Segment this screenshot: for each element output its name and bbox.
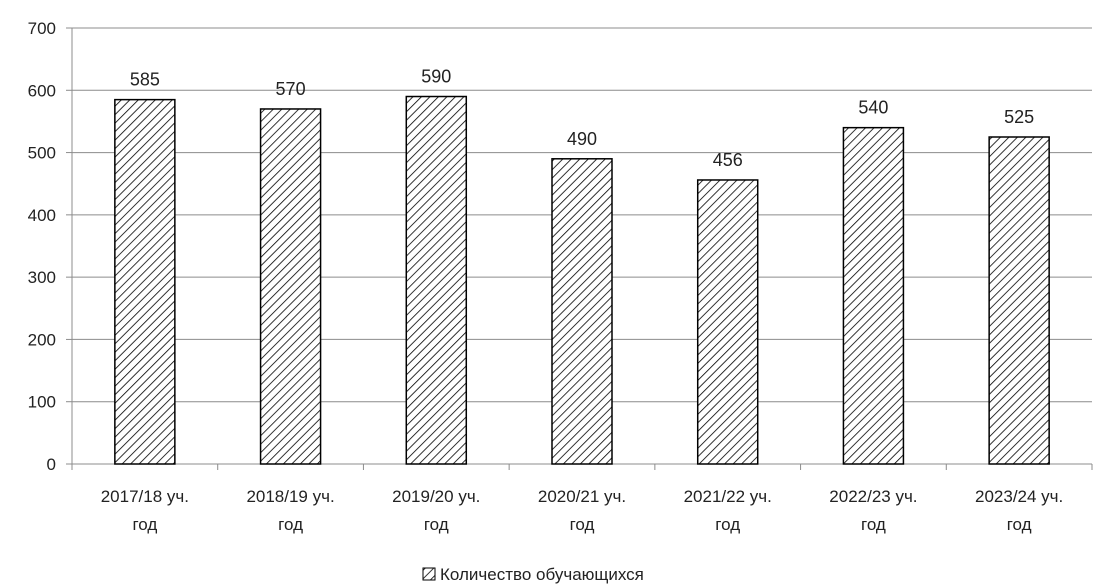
data-label: 456 xyxy=(713,150,743,170)
bar xyxy=(988,136,1050,465)
y-tick-label: 100 xyxy=(28,393,56,412)
x-tick-label-line: 2021/22 уч. xyxy=(684,487,772,506)
x-tick-label-line: год xyxy=(861,515,886,534)
x-tick-label-line: год xyxy=(715,515,740,534)
data-label: 585 xyxy=(130,70,160,90)
legend-label: Количество обучающихся xyxy=(440,565,644,584)
bar xyxy=(696,179,759,465)
x-tick-label-line: год xyxy=(132,515,157,534)
y-tick-label: 700 xyxy=(28,19,56,38)
x-tick-label-line: год xyxy=(1007,515,1032,534)
bar xyxy=(114,98,176,465)
x-tick-label-line: 2018/19 уч. xyxy=(246,487,334,506)
bar xyxy=(551,158,613,465)
x-tick-label-line: 2019/20 уч. xyxy=(392,487,480,506)
x-tick-label-line: год xyxy=(278,515,303,534)
bars xyxy=(114,95,1050,465)
y-tick-label: 500 xyxy=(28,144,56,163)
legend: Количество обучающихся xyxy=(422,565,644,584)
y-tick-label: 0 xyxy=(47,455,56,474)
x-tick-label-line: 2017/18 уч. xyxy=(101,487,189,506)
x-tick-label: 2021/22 уч. год xyxy=(684,487,772,534)
bar xyxy=(259,108,322,465)
x-tick-label: 2017/18 уч. год xyxy=(101,487,189,534)
x-tick-label: 2022/23 уч. год xyxy=(829,487,917,534)
x-tick-label-line: 2023/24 уч. xyxy=(975,487,1063,506)
x-tick-label: 2020/21 уч. год xyxy=(538,487,626,534)
y-tick-label: 200 xyxy=(28,330,56,349)
bar xyxy=(405,95,468,465)
data-label: 525 xyxy=(1004,107,1034,127)
data-label: 540 xyxy=(858,98,888,118)
data-label: 570 xyxy=(276,79,306,99)
data-labels: 585 570 590 490 456 540 525 xyxy=(130,67,1034,170)
x-tick-label-line: год xyxy=(424,515,449,534)
y-tick-label: 400 xyxy=(28,206,56,225)
x-tick-label-line: 2020/21 уч. xyxy=(538,487,626,506)
data-label: 590 xyxy=(421,67,451,87)
y-tick-label: 300 xyxy=(28,268,56,287)
x-tick-label: 2023/24 уч. год xyxy=(975,487,1063,534)
x-tick-label: 2019/20 уч. год xyxy=(392,487,480,534)
y-tick-label: 600 xyxy=(28,81,56,100)
data-label: 490 xyxy=(567,129,597,149)
legend-swatch xyxy=(422,567,436,581)
x-tick-label: 2018/19 уч. год xyxy=(246,487,334,534)
x-tick-label-line: год xyxy=(570,515,595,534)
bar xyxy=(842,126,905,465)
x-tick-label-line: 2022/23 уч. xyxy=(829,487,917,506)
